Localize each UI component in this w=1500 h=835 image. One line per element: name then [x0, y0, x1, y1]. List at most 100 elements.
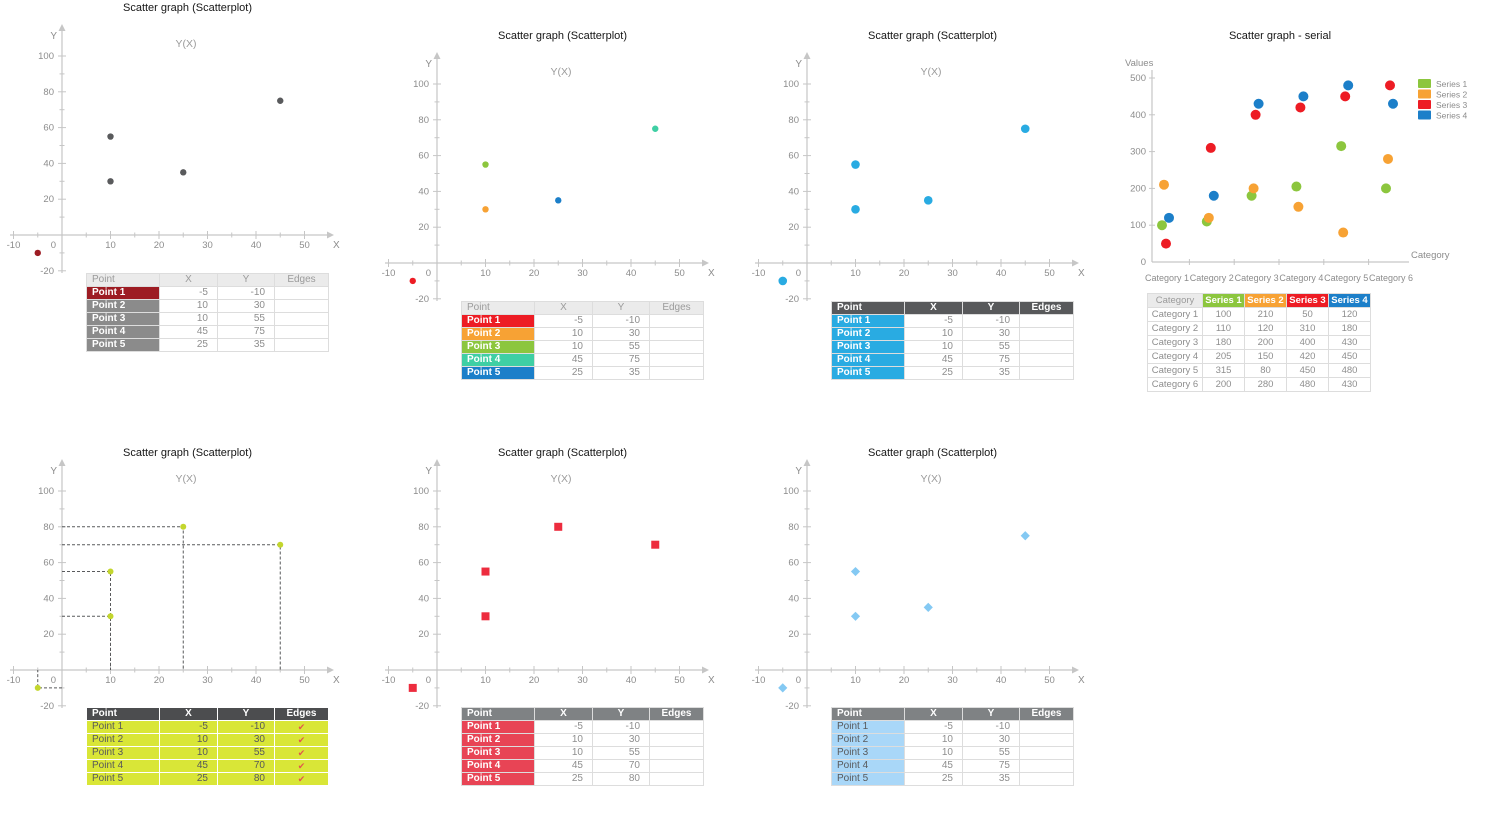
scatter-plot: -10 0 10 20 30 40 50 -20 20 40 60 80 100 X Y Y(X): [7, 24, 340, 277]
table-row: Point 3 10 55 ✔: [86, 746, 329, 760]
x-value-cell: -5: [534, 720, 593, 734]
y-value-cell: 80: [592, 772, 650, 786]
data-point: [481, 612, 490, 621]
axis-tick-label: 50: [674, 268, 685, 279]
axis-tick-label: 50: [1044, 268, 1055, 279]
point-label-cell: Point 5: [86, 772, 160, 786]
data-point: [1336, 141, 1347, 152]
x-value-cell: 10: [534, 327, 593, 341]
table-row: Point 2 10 30: [461, 733, 704, 747]
data-point: [482, 161, 489, 168]
value-cell: 200: [1202, 377, 1245, 392]
column-header: Y: [217, 707, 275, 721]
points-table: Point X Y Edges Point 1 -5 -10 Point 2 10 30 Point…: [831, 707, 1074, 786]
data-point: [1385, 80, 1395, 91]
points-table: Point X Y Edges Point 1 -5 -10 ✔ Point 2 10 30 ✔ Poi…: [86, 707, 329, 786]
axis-tick-label: 80: [788, 522, 799, 533]
edges-cell: [649, 366, 704, 380]
category-cell: Category 6: [1147, 377, 1203, 392]
data-point: [851, 205, 860, 214]
x-axis-label: X: [333, 240, 340, 251]
data-point: [923, 196, 933, 205]
point-label-cell: Point 2: [86, 733, 160, 747]
x-value-cell: -5: [904, 720, 963, 734]
edges-cell: [274, 286, 329, 300]
chart-title: Scatter graph - serial: [1228, 30, 1332, 42]
point-label-cell: Point 2: [461, 733, 535, 747]
column-header: Point: [461, 301, 535, 315]
axis-tick-label: 300: [1130, 147, 1146, 158]
y-axis-label: Y: [50, 466, 57, 477]
series-column-header: Series 2: [1244, 293, 1287, 308]
table-row: Category 6 200 280 480 430: [1147, 377, 1371, 392]
axis-tick-label: 0: [796, 675, 801, 686]
axis-tick-label: -10: [7, 240, 21, 251]
axis-tick-label: 60: [788, 558, 799, 569]
table-row: Point 1 -5 -10 ✔: [86, 720, 329, 734]
scatter-plot: -10 0 10 20 30 40 50 -20 20 40 60 80 100 X Y Y(X): [752, 459, 1085, 712]
legend-item-label: Series 4: [1436, 111, 1467, 121]
x-value-cell: 10: [159, 312, 218, 326]
y-value-cell: 75: [962, 759, 1020, 773]
axis-tick-label: 30: [947, 268, 958, 279]
category-cell: Category 4: [1147, 349, 1203, 364]
y-axis-label: Y: [425, 466, 432, 477]
data-point: [652, 125, 659, 132]
axis-tick-label: 20: [529, 675, 540, 686]
edges-cell: [649, 327, 704, 341]
data-point: [180, 169, 187, 176]
x-value-cell: 10: [159, 299, 218, 313]
table-header-row: Point X Y Edges: [461, 301, 704, 315]
axis-tick-label: 60: [418, 151, 429, 162]
table-header-row: Category Series 1 Series 2 Series 3 Series 4: [1147, 293, 1371, 308]
y-axis-arrow-icon: [803, 52, 811, 59]
axis-tick-label: 0: [51, 675, 56, 686]
panel-scatterplot-diamonds: Scatter graph (Scatterplot) -10 0 10 20 30 40…: [745, 445, 1120, 835]
axis-tick-label: 20: [154, 240, 165, 251]
data-point: [1388, 98, 1398, 109]
x-axis-label: X: [1078, 268, 1085, 279]
axis-tick-label: 0: [1141, 257, 1146, 268]
axis-tick-label: 30: [577, 675, 588, 686]
point-label-cell: Point 1: [831, 720, 905, 734]
legend-item-label: Series 1: [1436, 79, 1467, 89]
edges-cell: [274, 325, 329, 339]
table-header-row: Point X Y Edges: [831, 707, 1074, 721]
axis-tick-label: -20: [785, 701, 799, 712]
data-point: [1250, 109, 1261, 120]
points-table: Point X Y Edges Point 1 -5 -10 Point 2 10 30 Point…: [86, 273, 329, 352]
x-axis-arrow-icon: [327, 666, 334, 674]
column-header: X: [534, 707, 593, 721]
axis-tick-label: 20: [899, 675, 910, 686]
x-axis-label: X: [333, 675, 340, 686]
data-point: [277, 97, 284, 104]
axis-tick-label: 40: [418, 593, 429, 604]
x-value-cell: 25: [159, 772, 218, 786]
point-label-cell: Point 4: [831, 353, 905, 367]
points-table: Point X Y Edges Point 1 -5 -10 Point 2 10 30 Point…: [461, 707, 704, 786]
value-cell: 205: [1202, 349, 1245, 364]
y-axis-label: Y: [795, 466, 802, 477]
point-label-cell: Point 1: [831, 314, 905, 328]
axis-tick-label: 60: [788, 151, 799, 162]
point-edge-lines: [37, 670, 62, 689]
table-row: Point 2 10 30: [461, 327, 704, 341]
x-value-cell: 25: [904, 366, 963, 380]
column-header: Y: [217, 273, 275, 287]
axis-tick-label: 40: [996, 675, 1007, 686]
table-row: Category 2 110 120 310 180: [1147, 321, 1371, 336]
panel-scatterplot-3: Scatter graph (Scatterplot) -10 0 10 20 30 40…: [745, 28, 1120, 428]
x-value-cell: -5: [534, 314, 593, 328]
x-axis-arrow-icon: [327, 231, 334, 239]
data-point: [1248, 183, 1259, 194]
axis-tick-label: 50: [299, 240, 310, 251]
category-axis-label: Category: [1411, 250, 1450, 261]
data-point: [107, 568, 114, 575]
value-cell: 210: [1244, 307, 1287, 322]
axis-tick-label: 500: [1130, 73, 1146, 84]
table-row: Point 2 10 30 ✔: [86, 733, 329, 747]
x-value-cell: 25: [159, 338, 218, 352]
y-value-cell: 30: [592, 327, 650, 341]
axis-tick-label: 80: [418, 115, 429, 126]
